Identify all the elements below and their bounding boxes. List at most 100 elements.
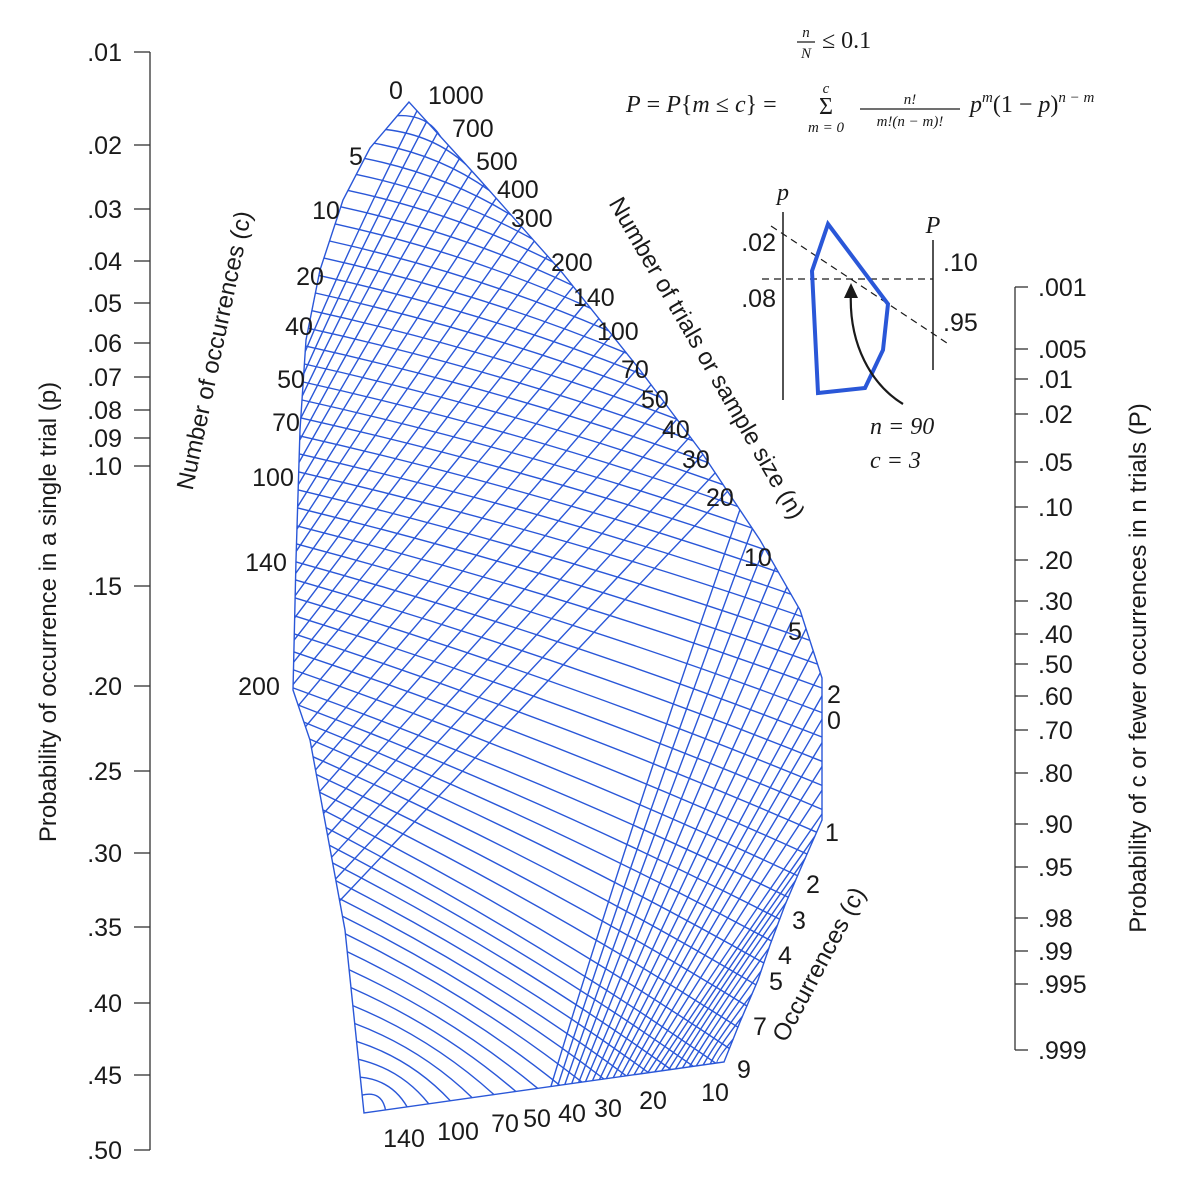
grid-line-sample-size [352, 1004, 495, 1096]
binom-numerator: n! [904, 92, 917, 108]
n-label-10: 10 [744, 544, 772, 572]
grid-line-occurrences [633, 766, 823, 1076]
grid-line-occurrences [557, 528, 754, 1086]
occ-label-5: 5 [349, 143, 363, 171]
occurrences-title: Number of occurrences (c) [172, 209, 257, 492]
grid-line-sample-size [300, 417, 766, 551]
grid-line-occurrences [301, 132, 438, 397]
right-axis-tick-label: .98 [1038, 905, 1073, 933]
grid-line-occurrences [647, 813, 823, 1074]
grid-line-occurrences [299, 157, 461, 441]
grid-line-occurrences [304, 350, 626, 728]
grid-line-occurrences [640, 789, 823, 1075]
grid-line-occurrences [681, 924, 778, 1069]
left-axis-tick-label: .04 [87, 248, 122, 276]
grid-line-occurrences [295, 240, 535, 574]
grid-line-occurrences [322, 418, 678, 814]
grid-line-sample-size [354, 1022, 473, 1099]
grid-line-occurrences [292, 318, 600, 685]
inset-example-n: n = 90 [870, 414, 934, 440]
inset-example-c: c = 3 [870, 448, 921, 474]
grid-line-sample-size [335, 223, 591, 309]
right-occ-label-3: 3 [792, 907, 806, 935]
n-label-5: 5 [788, 618, 802, 646]
bottom-label-50: 50 [523, 1105, 551, 1133]
left-axis-tick-label: .20 [87, 673, 122, 701]
left-axis-tick-label: .30 [87, 840, 122, 868]
n-label-30: 30 [682, 446, 710, 474]
n-label-400: 400 [497, 176, 539, 204]
left-axis-tick-label: .06 [87, 330, 122, 358]
inset-region-outline [809, 219, 891, 396]
grid-line-sample-size [304, 363, 724, 486]
grid-line-occurrences [303, 121, 428, 375]
grid-line-occurrences [612, 695, 823, 1079]
grid-line-occurrences [318, 401, 665, 793]
right-axis-tick-label: .995 [1038, 971, 1087, 999]
bottom-label-100: 100 [437, 1118, 479, 1146]
grid-line-occurrences [296, 211, 510, 530]
n-label-200: 200 [551, 249, 593, 277]
formula-main-rhs: pm(1 − p)n − m [968, 90, 1094, 118]
grid-line-occurrences [668, 879, 797, 1071]
right-axis-tick-label: .60 [1038, 683, 1073, 711]
occ-label-140: 140 [245, 549, 287, 577]
n-label-70: 70 [621, 356, 649, 384]
grid-line-sample-size [297, 704, 781, 920]
grid-line-sample-size [329, 844, 694, 1067]
bottom-label-40: 40 [558, 1100, 586, 1128]
grid-line-occurrences [294, 255, 548, 597]
n-label-500: 500 [476, 148, 518, 176]
right-axis-tick-label: .90 [1038, 811, 1073, 839]
grid-line-sample-size [299, 435, 779, 573]
grid-line-sample-size [303, 721, 772, 942]
grid-line-occurrences [300, 144, 450, 419]
grid-line-occurrences [294, 270, 562, 619]
grid-outline [292, 100, 823, 1114]
grid-line-sample-size [293, 651, 808, 855]
inset-arrow [849, 289, 904, 405]
right-axis-tick-label: .20 [1038, 547, 1073, 575]
n-label-300: 300 [511, 205, 553, 233]
left-axis-tick-label: .35 [87, 914, 122, 942]
grid-line-occurrences [716, 1038, 734, 1064]
grid-line-occurrences [661, 857, 806, 1072]
left-axis-tick-label: .40 [87, 990, 122, 1018]
grid-line-sample-size [301, 399, 753, 529]
right-occ-label-1: 1 [825, 819, 839, 847]
inset-P-tick-1: .10 [943, 249, 978, 277]
condition-rhs: ≤ 0.1 [822, 28, 871, 54]
grid-line-sample-size [342, 915, 605, 1080]
right-axis-title: Probability of c or fewer occurrences in… [1125, 403, 1152, 933]
sum-upper: c [823, 81, 830, 97]
occ-label-20: 20 [296, 263, 324, 291]
grid-line-occurrences [293, 286, 574, 641]
left-axis-tick-label: .15 [87, 573, 122, 601]
left-axis-tick-label: .09 [87, 425, 122, 453]
sum-symbol: Σ [819, 94, 833, 120]
right-axis-tick-label: .01 [1038, 366, 1073, 394]
occ-label-100: 100 [252, 464, 294, 492]
grid-line-occurrences [619, 718, 823, 1078]
grid-line-sample-size [332, 862, 672, 1071]
grid-line-sample-size [360, 1076, 408, 1108]
grid-line-sample-size [322, 809, 730, 1050]
grid-line-occurrences [695, 970, 762, 1067]
grid-line-sample-size [298, 471, 803, 618]
grid-line-sample-size [348, 969, 539, 1089]
grid-line-sample-size [356, 173, 533, 240]
grid-line-sample-size [296, 525, 823, 689]
grid-line-sample-size [295, 579, 823, 762]
grid-line-sample-size [305, 345, 709, 464]
sum-lower: m = 0 [808, 120, 844, 136]
grid-line-sample-size [315, 292, 661, 398]
left-axis-tick-label: .10 [87, 453, 122, 481]
grid-line-sample-size [295, 561, 823, 738]
n-label-40: 40 [662, 416, 690, 444]
occ-label-50: 50 [277, 366, 305, 394]
bottom-label-10: 10 [701, 1079, 729, 1107]
grid-line-sample-size [323, 257, 627, 354]
right-occ-label-2: 2 [806, 871, 820, 899]
binom-denominator: m!(n − m)! [877, 114, 944, 130]
